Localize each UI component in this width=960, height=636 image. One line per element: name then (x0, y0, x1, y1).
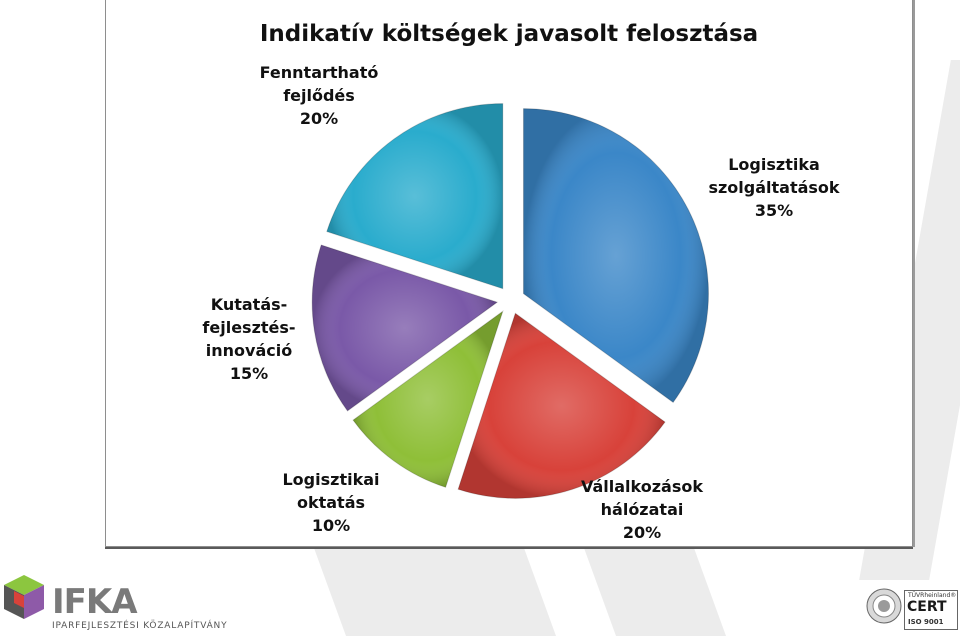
slice-label-line: innováció (206, 341, 292, 360)
slice-label-line: fejlesztés- (202, 318, 295, 337)
slice-percent-label: 20% (623, 523, 661, 542)
slice-label: Vállalkozások hálózatai 20% (581, 477, 703, 542)
slice-label-line: fejlődés (283, 86, 355, 105)
ifka-logo (4, 575, 44, 619)
pie-chart: Indikatív költségek javasolt felosztása … (202, 21, 839, 542)
pie-slice-shading (312, 245, 498, 411)
slice-percent-label: 35% (755, 201, 793, 220)
slice-label-line: Fenntartható (260, 63, 379, 82)
chart-frame: Indikatív költségek javasolt felosztása … (105, 0, 913, 547)
slice-label-line: Kutatás- (211, 295, 288, 314)
slice-label: Logisztika szolgáltatások 35% (708, 155, 839, 220)
slice-label-line: Vállalkozások (581, 477, 703, 496)
certification-seal-icon (866, 588, 902, 624)
cert-word: CERT (907, 599, 947, 615)
slice-label-line: Logisztikai (282, 470, 379, 489)
background-stripe (313, 548, 557, 636)
slice-label: Fenntartható fejlődés 20% (260, 63, 379, 128)
chart-title: Indikatív költségek javasolt felosztása (260, 21, 758, 47)
cert-tuv-text: TÜVRheinland® (908, 592, 957, 599)
logo-cube-inner (14, 591, 24, 608)
pie-slices (311, 103, 709, 499)
slice-label: Logisztikai oktatás 10% (282, 470, 379, 535)
pie-slice-shading (353, 311, 503, 488)
slice-label-line: oktatás (297, 493, 365, 512)
slice-labels: Logisztika szolgáltatások 35% Vállalkozások… (202, 63, 839, 542)
slice-label-line: szolgáltatások (708, 178, 839, 197)
logo-subtitle: IPARFEJLESZTÉSI KÖZALAPÍTVÁNY (52, 621, 228, 631)
slice-label-line: Logisztika (728, 155, 820, 174)
slice-label: Kutatás-fejlesztés-innováció 15% (202, 295, 295, 383)
tuv-cert-badge: TÜVRheinland® CERT ISO 9001 (904, 590, 958, 630)
slice-label-line: hálózatai (601, 500, 684, 519)
pie-slice-shading (523, 108, 709, 403)
background-stripe (583, 548, 727, 636)
pie-slice-shading (458, 313, 665, 499)
logo-cube-right (24, 585, 44, 619)
slice-percent-label: 15% (230, 364, 268, 383)
pie-slice-shading (326, 103, 503, 289)
cert-iso-text: ISO 9001 (908, 618, 944, 626)
slice-percent-label: 20% (300, 109, 338, 128)
logo-text: IFKA (52, 582, 138, 622)
slice-percent-label: 10% (312, 516, 350, 535)
